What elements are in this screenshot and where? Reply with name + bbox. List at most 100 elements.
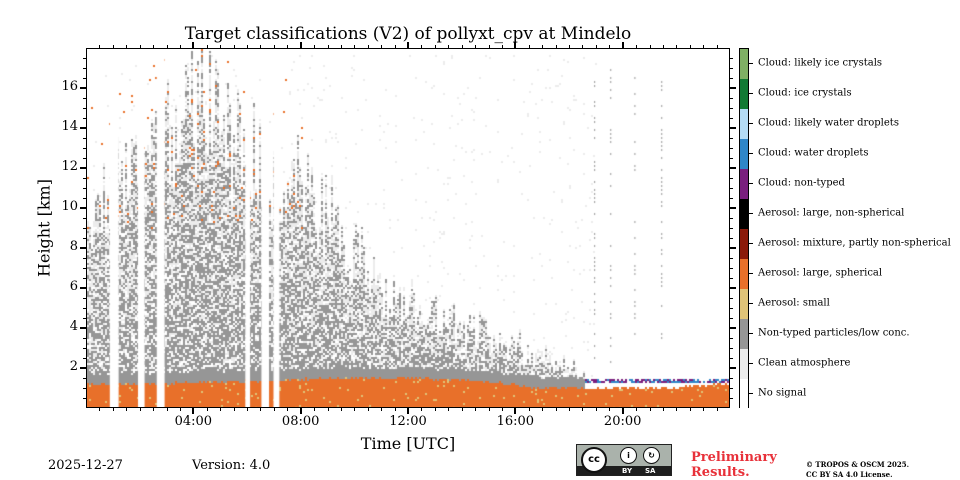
y-minor-tick-right <box>730 108 733 109</box>
x-minor-tick <box>542 408 544 411</box>
x-axis-label: Time [UTC] <box>360 434 456 453</box>
x-minor-tick <box>609 408 611 411</box>
classification-heatmap <box>87 49 729 407</box>
colorbar <box>739 48 749 409</box>
y-minor-tick-right <box>730 278 733 279</box>
colorbar-swatch <box>740 259 748 289</box>
y-minor-tick-right <box>730 98 733 99</box>
x-minor-tick-top <box>367 45 369 48</box>
x-minor-tick <box>488 408 490 411</box>
x-minor-tick-top <box>260 45 262 48</box>
x-minor-tick-top <box>461 45 463 48</box>
x-minor-tick-top <box>421 45 423 48</box>
colorbar-label: Cloud: likely ice crystals <box>758 57 883 69</box>
y-tick-label: 4 <box>69 319 78 334</box>
y-tick-mark <box>80 327 86 329</box>
attribution-icon: i <box>620 447 637 464</box>
chart-title: Target classifications (V2) of pollyxt_c… <box>184 24 632 44</box>
y-minor-tick <box>83 308 86 309</box>
y-minor-tick-right <box>730 228 733 229</box>
x-minor-tick <box>555 408 557 411</box>
y-minor-tick <box>83 298 86 299</box>
x-minor-tick <box>314 408 316 411</box>
colorbar-swatch <box>740 79 748 109</box>
colorbar-swatch <box>740 199 748 229</box>
y-minor-tick-right <box>730 148 733 149</box>
x-tick-mark <box>621 408 624 414</box>
y-minor-tick <box>83 148 86 149</box>
y-minor-tick <box>83 188 86 189</box>
colorbar-label: No signal <box>758 387 807 399</box>
colorbar-tick <box>749 63 753 64</box>
colorbar-label: Cloud: ice crystals <box>758 87 852 99</box>
x-minor-tick <box>595 408 597 411</box>
colorbar-tick <box>749 273 753 274</box>
x-minor-tick <box>220 408 222 411</box>
y-minor-tick <box>83 58 86 59</box>
y-minor-tick-right <box>730 298 733 299</box>
x-minor-tick-top <box>636 45 638 48</box>
license-line: CC BY SA 4.0 License. <box>806 470 893 479</box>
y-tick-mark-right <box>730 207 736 209</box>
y-minor-tick <box>83 68 86 69</box>
x-minor-tick <box>475 408 477 411</box>
y-minor-tick <box>83 278 86 279</box>
y-minor-tick-right <box>730 318 733 319</box>
y-axis-label: Height [km] <box>34 179 54 277</box>
y-tick-mark <box>80 87 86 89</box>
y-minor-tick <box>83 178 86 179</box>
copyright-notice: © TROPOS & OSCM 2025. CC BY SA 4.0 Licen… <box>806 460 909 480</box>
y-tick-label: 12 <box>61 159 78 174</box>
colorbar-tick <box>749 333 753 334</box>
version-label: Version: 4.0 <box>192 458 271 473</box>
colorbar-swatch <box>740 229 748 259</box>
colorbar-tick <box>749 93 753 94</box>
x-tick-label: 04:00 <box>174 414 213 429</box>
colorbar-swatch <box>740 139 748 169</box>
y-minor-tick <box>83 258 86 259</box>
y-tick-mark-right <box>730 327 736 329</box>
x-tick-label: 12:00 <box>389 414 427 429</box>
y-tick-label: 6 <box>69 279 78 294</box>
x-minor-tick <box>99 408 101 411</box>
y-minor-tick <box>83 318 86 319</box>
colorbar-swatch <box>740 319 748 349</box>
preliminary-notice: Preliminary Results. <box>691 450 777 480</box>
share-alike-icon: ↻ <box>643 447 660 464</box>
y-minor-tick-right <box>730 178 733 179</box>
y-tick-label: 2 <box>69 359 78 374</box>
cc-icon: cc <box>581 447 607 473</box>
y-minor-tick <box>83 198 86 199</box>
x-minor-tick-top <box>555 45 557 48</box>
colorbar-swatch <box>740 349 748 379</box>
date-label: 2025-12-27 <box>48 458 123 473</box>
x-minor-tick <box>528 408 530 411</box>
x-minor-tick-top <box>448 45 450 48</box>
badge-by-text: BY <box>622 467 633 475</box>
x-minor-tick-top <box>488 45 490 48</box>
x-minor-tick <box>662 408 664 411</box>
x-minor-tick <box>501 408 503 411</box>
y-tick-mark <box>80 287 86 289</box>
x-minor-tick-top <box>689 45 691 48</box>
x-minor-tick <box>394 408 396 411</box>
y-minor-tick-right <box>730 58 733 59</box>
y-minor-tick-right <box>730 198 733 199</box>
x-minor-tick <box>569 408 570 411</box>
x-tick-label: 20:00 <box>603 414 642 429</box>
colorbar-swatch <box>740 169 748 199</box>
x-minor-tick <box>260 408 262 411</box>
x-minor-tick-top <box>233 45 235 48</box>
x-minor-tick-top <box>703 45 705 48</box>
x-tick-mark <box>299 408 302 414</box>
y-minor-tick-right <box>730 338 733 339</box>
y-tick-mark-right <box>730 167 736 169</box>
y-minor-tick <box>83 348 86 349</box>
x-minor-tick-top <box>609 45 611 48</box>
x-minor-tick-top <box>394 45 396 48</box>
x-minor-tick <box>461 408 463 411</box>
y-minor-tick-right <box>730 118 733 119</box>
x-minor-tick <box>287 408 289 411</box>
y-minor-tick-right <box>730 378 733 379</box>
badge-strip <box>577 466 671 475</box>
